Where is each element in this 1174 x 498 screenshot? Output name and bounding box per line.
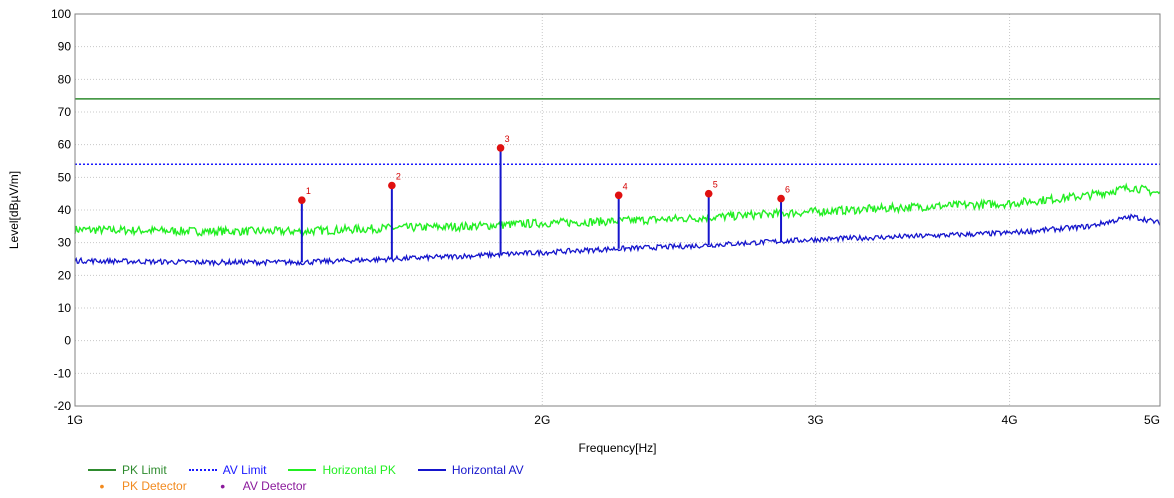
y-tick-label: 60 — [58, 138, 72, 152]
y-tick-label: 80 — [58, 72, 72, 86]
legend-item-pk-limit: PK Limit — [88, 463, 167, 477]
marker-label-2: 2 — [396, 172, 401, 182]
legend-label-av-limit: AV Limit — [222, 463, 267, 477]
legend-label-horizontal-pk: Horizontal PK — [322, 463, 396, 477]
marker-label-1: 1 — [306, 186, 311, 196]
y-tick-label: 40 — [58, 203, 72, 217]
marker-point-6 — [777, 194, 785, 203]
legend-row-lines: PK Limit AV Limit Horizontal PK Horizont… — [88, 462, 546, 478]
marker-group: 1 2 3 4 5 6 — [298, 134, 790, 204]
pk-detector-dot-icon: • — [99, 478, 105, 494]
legend-row-detectors: • PK Detector • AV Detector — [88, 478, 546, 494]
x-axis-title: Frequency[Hz] — [578, 441, 656, 455]
y-tick-label: -10 — [54, 366, 72, 380]
horizontal-pk-trace — [74, 182, 1161, 238]
x-tick-label: 2G — [534, 413, 550, 427]
legend-item-horizontal-av: Horizontal AV — [417, 463, 524, 477]
av-detector-dot-icon: • — [220, 478, 226, 494]
y-tick-label: 20 — [58, 268, 72, 282]
marker-label-6: 6 — [785, 185, 790, 195]
x-tick-label: 4G — [1002, 413, 1018, 427]
y-tick-label: -20 — [54, 399, 72, 413]
marker-label-5: 5 — [713, 180, 718, 190]
marker-point-5 — [704, 189, 713, 198]
legend-item-av-limit: AV Limit — [188, 463, 267, 477]
grid — [74, 13, 1161, 407]
legend: PK Limit AV Limit Horizontal PK Horizont… — [88, 462, 546, 494]
horizontal-pk-swatch — [288, 469, 317, 471]
marker-point-2 — [388, 181, 396, 190]
y-tick-label: 90 — [58, 40, 72, 54]
legend-label-horizontal-av: Horizontal AV — [451, 463, 524, 477]
y-tick-label: 100 — [51, 7, 71, 21]
x-tick-labels: 1G 2G 3G 4G 5G — [67, 413, 1160, 427]
legend-label-av-detector: AV Detector — [242, 479, 307, 493]
av-limit-swatch — [188, 469, 217, 471]
legend-label-pk-limit: PK Limit — [122, 463, 167, 477]
y-tick-label: 30 — [58, 236, 72, 250]
legend-item-horizontal-pk: Horizontal PK — [288, 463, 396, 477]
horizontal-av-trace — [74, 213, 1161, 268]
plot-border — [74, 13, 1161, 407]
y-tick-label: 0 — [64, 334, 71, 348]
marker-label-3: 3 — [505, 134, 510, 144]
x-tick-label: 3G — [808, 413, 824, 427]
pk-limit-swatch — [88, 469, 116, 471]
y-axis-title: Level[dBµV/m] — [7, 171, 21, 249]
marker-point-1 — [298, 196, 306, 204]
marker-label-4: 4 — [623, 181, 628, 191]
horizontal-av-swatch — [417, 469, 446, 471]
legend-item-av-detector: • AV Detector — [209, 478, 307, 494]
y-tick-label: 70 — [58, 105, 72, 119]
x-tick-label: 5G — [1144, 413, 1160, 427]
x-tick-label: 1G — [67, 413, 83, 427]
y-tick-label: 50 — [58, 170, 72, 184]
legend-label-pk-detector: PK Detector — [122, 479, 187, 493]
marker-point-3 — [496, 144, 505, 152]
legend-item-pk-detector: • PK Detector — [88, 479, 187, 493]
y-tick-label: 10 — [58, 301, 72, 315]
marker-point-4 — [614, 191, 623, 200]
series-group — [74, 98, 1161, 268]
